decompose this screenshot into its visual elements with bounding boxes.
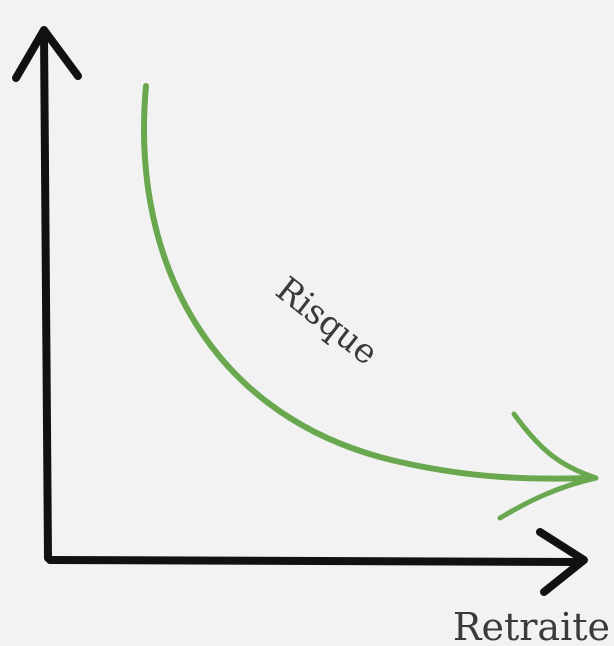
y-axis <box>40 30 52 562</box>
x-axis-label: Retraite <box>453 605 610 646</box>
y-axis-arrowhead <box>12 26 82 82</box>
risk-curve <box>141 83 591 482</box>
curve-arrowhead <box>497 411 599 521</box>
x-axis <box>46 556 584 566</box>
x-axis-arrowhead <box>536 528 588 596</box>
